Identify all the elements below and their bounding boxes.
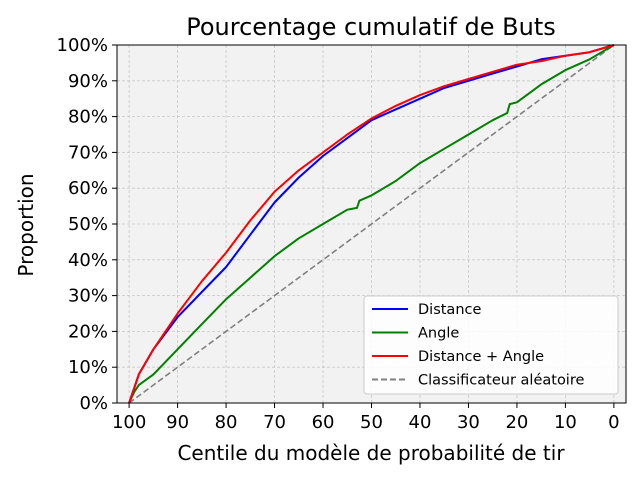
y-axis: 0% 10% 20% 30% 40% 50% 60% 70% 80% 90% 100%	[57, 35, 117, 414]
x-tick-label: 0	[608, 412, 619, 433]
x-tick-label: 50	[360, 412, 383, 433]
x-tick-label: 60	[312, 412, 335, 433]
x-tick-label: 70	[263, 412, 286, 433]
x-tick-label: 100	[112, 412, 146, 433]
y-tick-label: 70%	[68, 142, 108, 163]
legend-label: Angle	[418, 326, 459, 342]
legend-label: Classificateur aléatoire	[418, 373, 584, 389]
y-tick-label: 100%	[57, 35, 108, 56]
y-tick-label: 50%	[68, 214, 108, 235]
y-tick-label: 40%	[68, 250, 108, 271]
y-tick-label: 90%	[68, 71, 108, 92]
chart-title: Pourcentage cumulatif de Buts	[186, 13, 556, 41]
series-line-distance-angle	[128, 44, 615, 404]
x-tick-label: 10	[554, 412, 577, 433]
x-axis-title: Centile du modèle de probabilité de tir	[177, 441, 565, 465]
x-tick-label: 90	[166, 412, 189, 433]
series-line-classificateur-al-atoire	[128, 44, 615, 404]
y-tick-label: 80%	[68, 107, 108, 128]
legend: Distance Angle Distance + Angle Classificat…	[363, 295, 619, 395]
legend-label: Distance + Angle	[418, 349, 544, 365]
y-tick-label: 10%	[68, 357, 108, 378]
series-layer	[128, 44, 615, 404]
legend-label: Distance	[418, 302, 481, 318]
legend-box	[363, 295, 619, 395]
x-tick-label: 80	[215, 412, 238, 433]
x-axis: 100 90 80 70 60 50 40 30 20 10 0	[112, 403, 620, 433]
x-tick-label: 20	[505, 412, 528, 433]
x-tick-label: 40	[409, 412, 432, 433]
series-line-angle	[128, 44, 615, 404]
y-tick-label: 20%	[68, 321, 108, 342]
y-axis-title: Proportion	[14, 173, 38, 276]
y-tick-label: 60%	[68, 178, 108, 199]
x-tick-label: 30	[457, 412, 480, 433]
y-tick-label: 30%	[68, 286, 108, 307]
y-tick-label: 0%	[79, 393, 108, 414]
